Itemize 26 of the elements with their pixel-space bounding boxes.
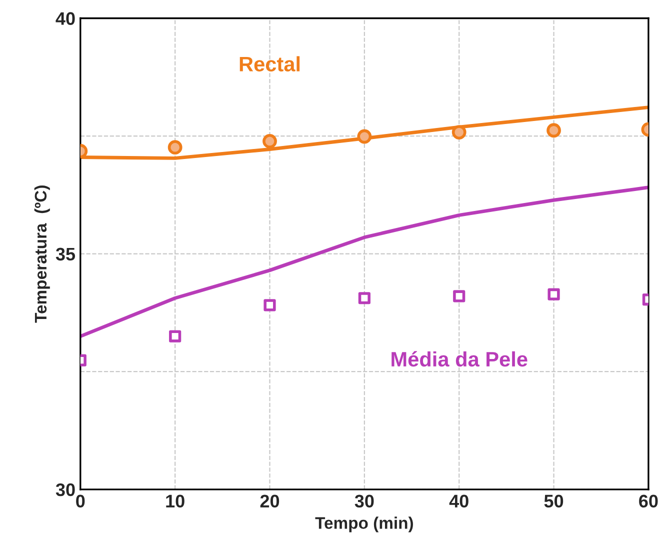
text: Média da Pele [392,351,528,367]
point [264,299,276,312]
x-tick-label: 40 [449,494,468,508]
line-series [80,106,648,160]
y-tick-label: 40 [56,12,75,25]
y-axis-title: Temperatura (ºC) [34,186,50,323]
point [546,123,561,138]
x-axis-title: Tempo (min) [315,516,413,532]
point [548,288,560,300]
x-tick-label: 60 [639,494,658,508]
point [169,330,182,342]
x-tick-label: 0 [76,494,85,508]
line-series [80,186,648,338]
x-tick-label: 50 [544,494,564,508]
x-tick-label: 30 [354,494,374,508]
point [358,292,370,304]
point [262,134,277,148]
x-tick-label: 10 [166,494,184,508]
point [357,129,372,144]
point [168,140,182,155]
x-tick-label: 20 [260,494,280,508]
point [452,125,466,140]
y-tick-label: 35 [56,248,76,261]
y-tick-label: 30 [56,483,75,496]
point [453,290,466,302]
text: Rectal [240,56,300,72]
